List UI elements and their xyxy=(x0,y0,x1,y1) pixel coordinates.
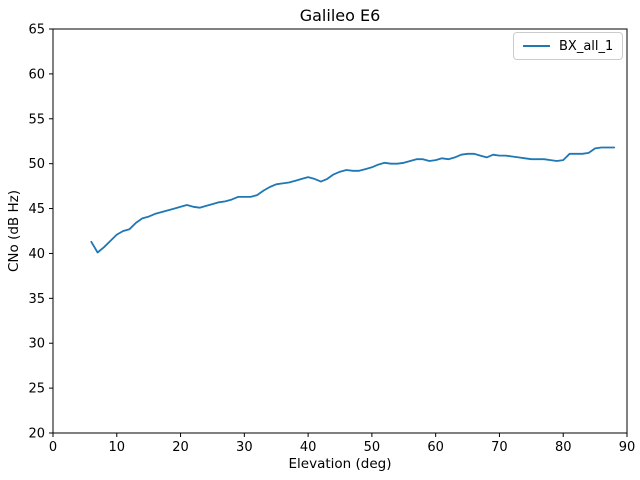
y-tick-label: 60 xyxy=(28,67,45,82)
y-tick-label: 65 xyxy=(28,23,45,38)
x-tick-label: 40 xyxy=(300,440,317,455)
y-tick-label: 40 xyxy=(28,247,45,262)
legend: BX_all_1 xyxy=(513,32,624,60)
axes-spines xyxy=(52,28,628,434)
x-tick-label: 20 xyxy=(172,440,189,455)
x-tick-label: 60 xyxy=(427,440,444,455)
x-axis-label: Elevation (deg) xyxy=(288,456,392,472)
x-tick-label: 0 xyxy=(49,440,57,455)
x-tick-label: 70 xyxy=(491,440,508,455)
y-tick-label: 20 xyxy=(28,427,45,442)
y-axis-label: CNo (dB Hz) xyxy=(6,190,22,272)
x-tick-label: 10 xyxy=(109,440,126,455)
legend-line-swatch xyxy=(523,45,550,47)
series-line-BX_all_1 xyxy=(90,146,616,254)
y-tick-label: 50 xyxy=(28,157,45,172)
x-tick-label: 30 xyxy=(236,440,253,455)
x-tick-label: 90 xyxy=(619,440,636,455)
y-tick-label: 45 xyxy=(28,202,45,217)
y-tick-label: 55 xyxy=(28,112,45,127)
chart-title: Galileo E6 xyxy=(299,6,381,25)
x-tick-label: 50 xyxy=(364,440,381,455)
y-tick-label: 30 xyxy=(28,337,45,352)
y-tick-label: 25 xyxy=(28,382,45,397)
y-tick-label: 35 xyxy=(28,292,45,307)
legend-label: BX_all_1 xyxy=(559,38,614,54)
x-tick-label: 80 xyxy=(555,440,572,455)
